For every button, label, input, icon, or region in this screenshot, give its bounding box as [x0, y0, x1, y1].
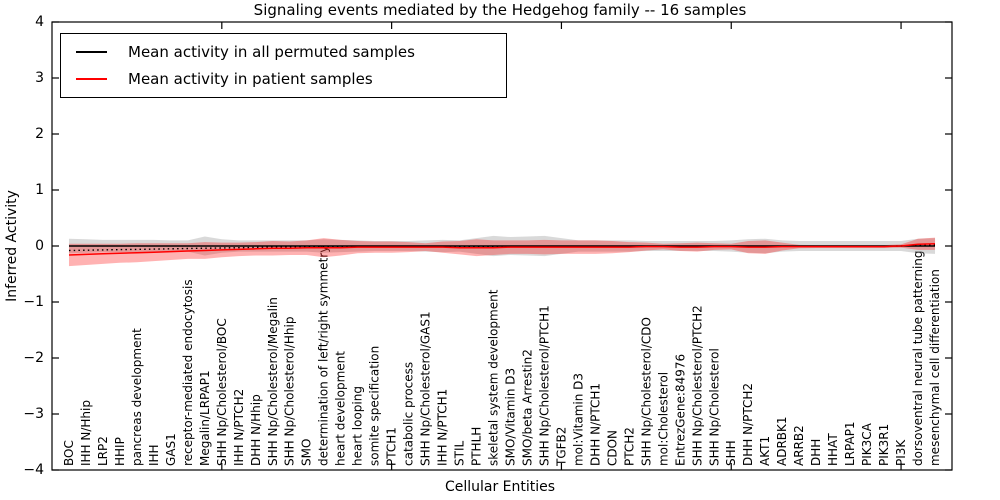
x-category-label: IHH N/PTCH2 — [232, 389, 246, 466]
y-tick-label: −3 — [23, 406, 44, 422]
x-category-label: receptor-mediated endocytosis — [181, 279, 195, 466]
x-category-label: Megalin/LRPAP1 — [198, 370, 212, 466]
x-category-label: SHH Np/Cholesterol/PTCH1 — [537, 305, 551, 466]
x-category-label: PTCH2 — [622, 427, 636, 466]
legend-label-patient: Mean activity in patient samples — [128, 70, 373, 89]
legend-box: Mean activity in all permuted samples Me… — [60, 33, 507, 98]
legend-label-permuted: Mean activity in all permuted samples — [128, 42, 415, 61]
x-category-label: somite specification — [368, 346, 382, 466]
x-category-label: AKT1 — [758, 436, 772, 466]
x-category-label: PTHLH — [470, 427, 484, 466]
x-category-label: heart looping — [351, 386, 365, 466]
y-tick-label: −2 — [23, 350, 44, 366]
x-category-label: DHH N/PTCH2 — [741, 383, 755, 466]
x-category-label: SHH Np/Cholesterol/GAS1 — [419, 311, 433, 466]
x-category-label: PIK3CA — [860, 422, 874, 466]
x-category-label: SHH Np/Cholesterol — [707, 348, 721, 466]
x-category-label: LRPAP1 — [843, 421, 857, 466]
x-category-label: SHH Np/Cholesterol/CDO — [639, 317, 653, 466]
x-category-label: EntrezGene:84976 — [673, 354, 687, 466]
permuted-line-swatch — [76, 50, 107, 53]
patient-std-band — [68, 237, 936, 267]
y-tick-label: −1 — [23, 294, 44, 310]
x-category-label: mesenchymal cell differentiation — [928, 269, 942, 466]
x-category-label: CDON — [605, 430, 619, 466]
x-category-label: PI3K — [894, 439, 908, 466]
y-tick-label: 3 — [35, 70, 44, 86]
x-category-label: SHH — [724, 440, 738, 466]
x-category-label: catabolic process — [402, 362, 416, 466]
x-category-label: DHH N/PTCH1 — [588, 383, 602, 466]
legend-item-permuted: Mean activity in all permuted samples — [61, 39, 506, 65]
y-tick-label: 1 — [35, 182, 44, 198]
x-category-label: ARRB2 — [792, 425, 806, 466]
x-category-label: determination of left/right symmetry — [317, 246, 331, 466]
legend-item-patient: Mean activity in patient samples — [61, 66, 506, 92]
x-category-label: PTCH1 — [385, 427, 399, 466]
x-category-label: DHH — [809, 439, 823, 466]
x-category-label: SHH Np/Cholesterol/BOC — [215, 318, 229, 466]
x-category-label: PIK3R1 — [877, 424, 891, 466]
x-category-label: SHH Np/Cholesterol/PTCH2 — [690, 305, 704, 466]
x-category-label: ADRBK1 — [775, 416, 789, 466]
x-category-label: mol:Cholesterol — [656, 372, 670, 466]
x-category-label: SHH Np/Cholesterol/Megalin — [266, 297, 280, 466]
x-category-label: SMO — [300, 439, 314, 466]
y-tick-label: 0 — [35, 238, 44, 254]
x-category-label: skeletal system development — [487, 289, 501, 466]
x-category-label: HHIP — [113, 437, 127, 466]
chart-title: Signaling events mediated by the Hedgeho… — [253, 1, 747, 19]
x-category-label: IHH — [147, 444, 161, 466]
x-category-label: IHH N/Hhip — [79, 400, 93, 466]
x-category-label: SHH Np/Cholesterol/Hhip — [283, 317, 297, 466]
x-category-label: pancreas development — [130, 328, 144, 466]
x-category-label: SMO/beta Arrestin2 — [520, 349, 534, 466]
x-category-label: DHH N/Hhip — [249, 394, 263, 466]
x-category-label: SMO/Vitamin D3 — [503, 368, 517, 466]
x-axis-label: Cellular Entities — [444, 479, 556, 495]
y-axis-label: Inferred Activity — [4, 190, 20, 302]
y-tick-label: 2 — [35, 126, 44, 142]
patient-mean-line — [68, 243, 936, 256]
x-category-label: mol:Vitamin D3 — [571, 373, 585, 466]
y-tick-label: 4 — [35, 14, 44, 30]
x-category-label: IHH N/PTCH1 — [436, 389, 450, 466]
y-tick-label: −4 — [23, 462, 44, 478]
x-category-label: HHAT — [826, 433, 840, 466]
x-category-label: STIL — [453, 441, 467, 466]
x-category-label: TGFB2 — [554, 427, 568, 467]
x-category-label: heart development — [334, 351, 348, 466]
x-category-label: LRP2 — [96, 436, 110, 466]
patient-line-swatch — [76, 78, 107, 81]
x-category-label: dorsoventral neural tube patterning — [911, 250, 925, 466]
x-category-label: GAS1 — [164, 433, 178, 466]
x-category-label: BOC — [62, 440, 76, 466]
